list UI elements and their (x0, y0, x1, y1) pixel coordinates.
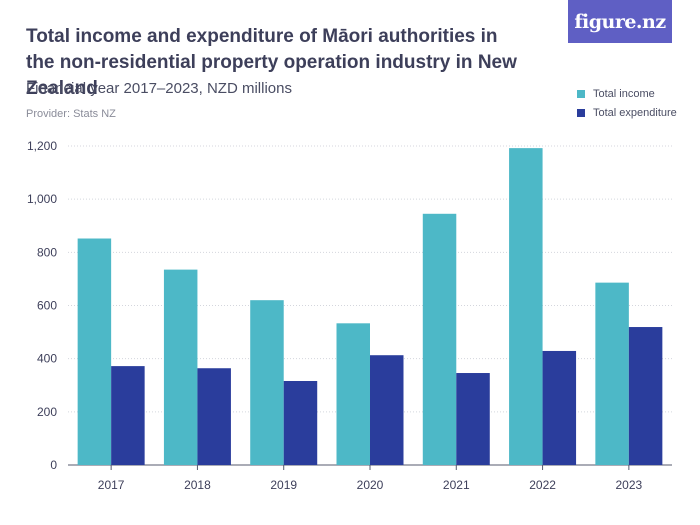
bar-expenditure (628, 327, 663, 465)
bar-income (163, 269, 198, 465)
bar-income (422, 213, 457, 465)
y-tick-label: 200 (37, 405, 57, 419)
figure-nz-logo[interactable]: figure.nz (568, 0, 672, 43)
bar-income (595, 282, 629, 465)
bar-income (336, 323, 370, 465)
y-tick-label: 800 (37, 245, 57, 259)
x-tick-label: 2022 (529, 478, 556, 492)
bar-expenditure (283, 380, 318, 465)
x-tick-label: 2017 (98, 478, 125, 492)
x-tick-label: 2023 (616, 478, 643, 492)
x-tick-label: 2021 (443, 478, 470, 492)
legend: Total income Total expenditure (577, 84, 677, 122)
chart-title: Total income and expenditure of Māori au… (26, 26, 517, 99)
y-tick-label: 0 (50, 458, 57, 472)
bar-income (250, 300, 284, 465)
x-tick-label: 2019 (270, 478, 297, 492)
bar-expenditure (370, 355, 404, 465)
chart-subtitle: Financial year 2017–2023, NZD millions (26, 80, 292, 97)
y-tick-label: 600 (37, 299, 57, 313)
legend-swatch-expenditure (577, 108, 585, 117)
y-tick-label: 400 (37, 352, 57, 366)
y-tick-label: 1,200 (27, 139, 57, 153)
bar-expenditure (456, 373, 490, 465)
bar-expenditure (542, 350, 577, 465)
bar-income (509, 148, 543, 466)
bar-income (77, 238, 112, 465)
legend-swatch-income (577, 89, 585, 98)
legend-label-income: Total income (593, 87, 655, 100)
provider-note: Provider: Stats NZ (26, 108, 116, 120)
bar-expenditure (111, 366, 145, 465)
x-tick-label: 2018 (184, 478, 211, 492)
x-tick-label: 2020 (357, 478, 384, 492)
bar-expenditure (197, 368, 231, 465)
legend-item-income: Total income (577, 84, 677, 103)
legend-item-expenditure: Total expenditure (577, 103, 677, 122)
legend-label-expenditure: Total expenditure (593, 106, 677, 119)
y-tick-label: 1,000 (27, 192, 57, 206)
